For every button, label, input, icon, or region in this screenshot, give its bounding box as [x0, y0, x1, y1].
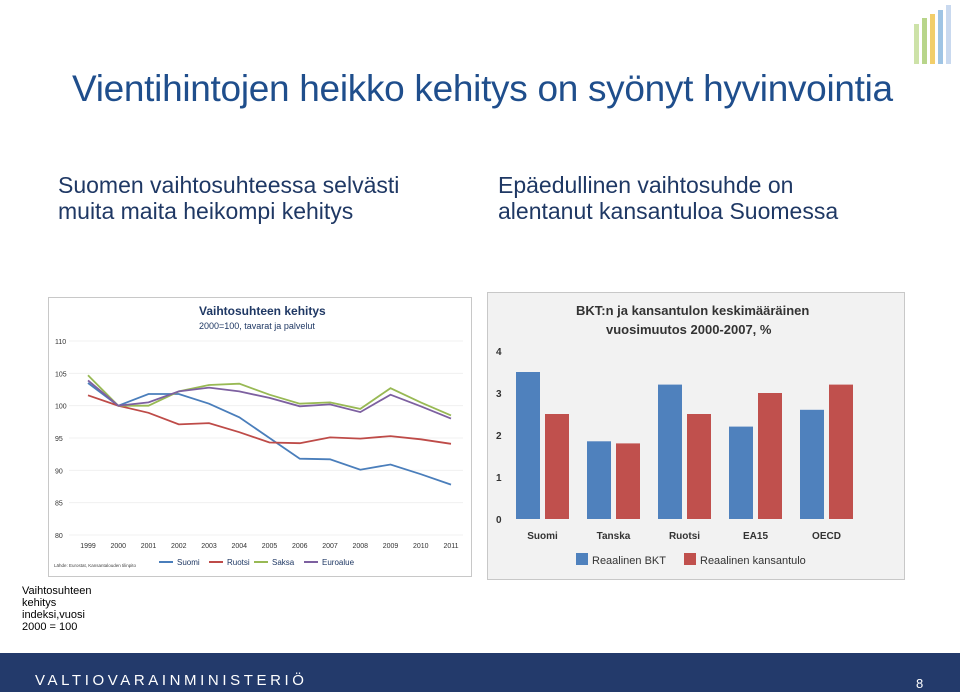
chart-note: Vaihtosuhteen kehitys indeksi,vuosi 2000…: [22, 585, 92, 633]
y-tick-label: 3: [496, 389, 502, 400]
right-heading-line-2: alentanut kansantuloa Suomessa: [498, 198, 839, 224]
legend-label-suomi: Suomi: [177, 558, 200, 567]
series-line-suomi: [87, 382, 452, 486]
bar-ea15-1: [758, 393, 782, 519]
bar-oecd-0: [800, 409, 824, 519]
y-tick-label: 2: [496, 431, 502, 442]
note-line-1: Vaihtosuhteen: [22, 585, 92, 597]
note-line-2: kehitys: [22, 597, 57, 609]
legend-label-1: Reaalinen kansantulo: [700, 555, 806, 567]
x-tick-label: 2003: [201, 543, 217, 550]
bar-oecd-1: [829, 384, 853, 519]
bar-suomi-0: [516, 372, 540, 519]
left-heading-line-1: Suomen vaihtosuhteessa selvästi: [58, 172, 400, 198]
y-tick-label: 100: [55, 404, 67, 411]
x-tick-label: 2002: [171, 543, 187, 550]
note-line-4: 2000 = 100: [22, 621, 78, 633]
legend-swatch-0: [576, 553, 588, 565]
x-tick-label: 2008: [352, 543, 368, 550]
bar-ruotsi-0: [658, 384, 682, 519]
page-number: 8: [916, 676, 924, 691]
bar-tanska-1: [616, 443, 640, 519]
category-label: EA15: [743, 531, 768, 542]
y-tick-label: 4: [496, 347, 502, 358]
legend-label-0: Reaalinen BKT: [592, 555, 666, 567]
x-tick-label: 2006: [292, 543, 308, 550]
left-heading: Suomen vaihtosuhteessa selvästi muita ma…: [58, 172, 399, 224]
x-tick-label: 2011: [443, 543, 458, 550]
x-tick-label: 2009: [383, 543, 399, 550]
right-heading: Epäedullinen vaihtosuhde on alentanut ka…: [498, 172, 838, 224]
bar-chart-title-line-1: BKT:n ja kansantulon keskimääräinen: [576, 303, 809, 318]
x-tick-label: 2004: [231, 543, 247, 550]
series-line-ruotsi: [87, 394, 452, 445]
legend-swatch-1: [684, 553, 696, 565]
left-heading-line-2: muita maita heikompi kehitys: [58, 198, 354, 224]
line-chart-panel: Vaihtosuhteen kehitys 2000=100, tavarat j…: [48, 297, 472, 577]
bar-ea15-0: [729, 426, 753, 519]
y-tick-label: 85: [55, 501, 63, 508]
bar-ruotsi-1: [687, 414, 711, 519]
category-label: OECD: [812, 531, 841, 542]
bar-chart-panel: BKT:n ja kansantulon keskimääräinen vuosi…: [487, 292, 905, 580]
bar-suomi-1: [545, 414, 569, 519]
note-line-3: indeksi,vuosi: [22, 609, 85, 621]
y-tick-label: 0: [496, 515, 502, 526]
legend-label-saksa: Saksa: [272, 558, 295, 567]
line-chart-subtitle: 2000=100, tavarat ja palvelut: [199, 321, 315, 331]
bar-chart-title-line-2: vuosimuutos 2000-2007, %: [606, 322, 772, 337]
x-tick-label: 1999: [80, 543, 96, 550]
y-tick-label: 105: [55, 371, 67, 378]
y-tick-label: 90: [55, 468, 63, 475]
series-line-euroalue: [87, 379, 452, 420]
x-tick-label: 2005: [262, 543, 278, 550]
bar-tanska-0: [587, 441, 611, 519]
x-tick-label: 2000: [110, 543, 126, 550]
line-chart: Vaihtosuhteen kehitys 2000=100, tavarat j…: [54, 304, 463, 568]
page-title: Vientihintojen heikko kehitys on syönyt …: [72, 68, 893, 109]
x-tick-label: 2010: [413, 543, 429, 550]
category-label: Ruotsi: [669, 531, 700, 542]
line-chart-title: Vaihtosuhteen kehitys: [199, 304, 326, 318]
footer-bar: [0, 653, 960, 692]
right-heading-line-1: Epäedullinen vaihtosuhde on: [498, 172, 794, 198]
x-tick-label: 2001: [141, 543, 157, 550]
y-tick-label: 110: [55, 339, 66, 346]
y-tick-label: 1: [496, 473, 502, 484]
x-tick-label: 2007: [322, 543, 338, 550]
legend-label-ruotsi: Ruotsi: [227, 558, 250, 567]
category-label: Tanska: [597, 531, 631, 542]
ministry-logo: VALTIOVARAINMINISTERIÖ: [35, 672, 308, 689]
bar-chart: BKT:n ja kansantulon keskimääräinen vuosi…: [488, 293, 904, 579]
y-tick-label: 80: [55, 533, 63, 540]
y-tick-label: 95: [55, 436, 63, 443]
source-note: Lähde: Eurostat, Kansantalouden tilinpit…: [54, 563, 137, 568]
series-line-saksa: [87, 374, 452, 417]
decorative-bars: [914, 5, 951, 64]
category-label: Suomi: [527, 531, 558, 542]
legend-label-euroalue: Euroalue: [322, 558, 355, 567]
